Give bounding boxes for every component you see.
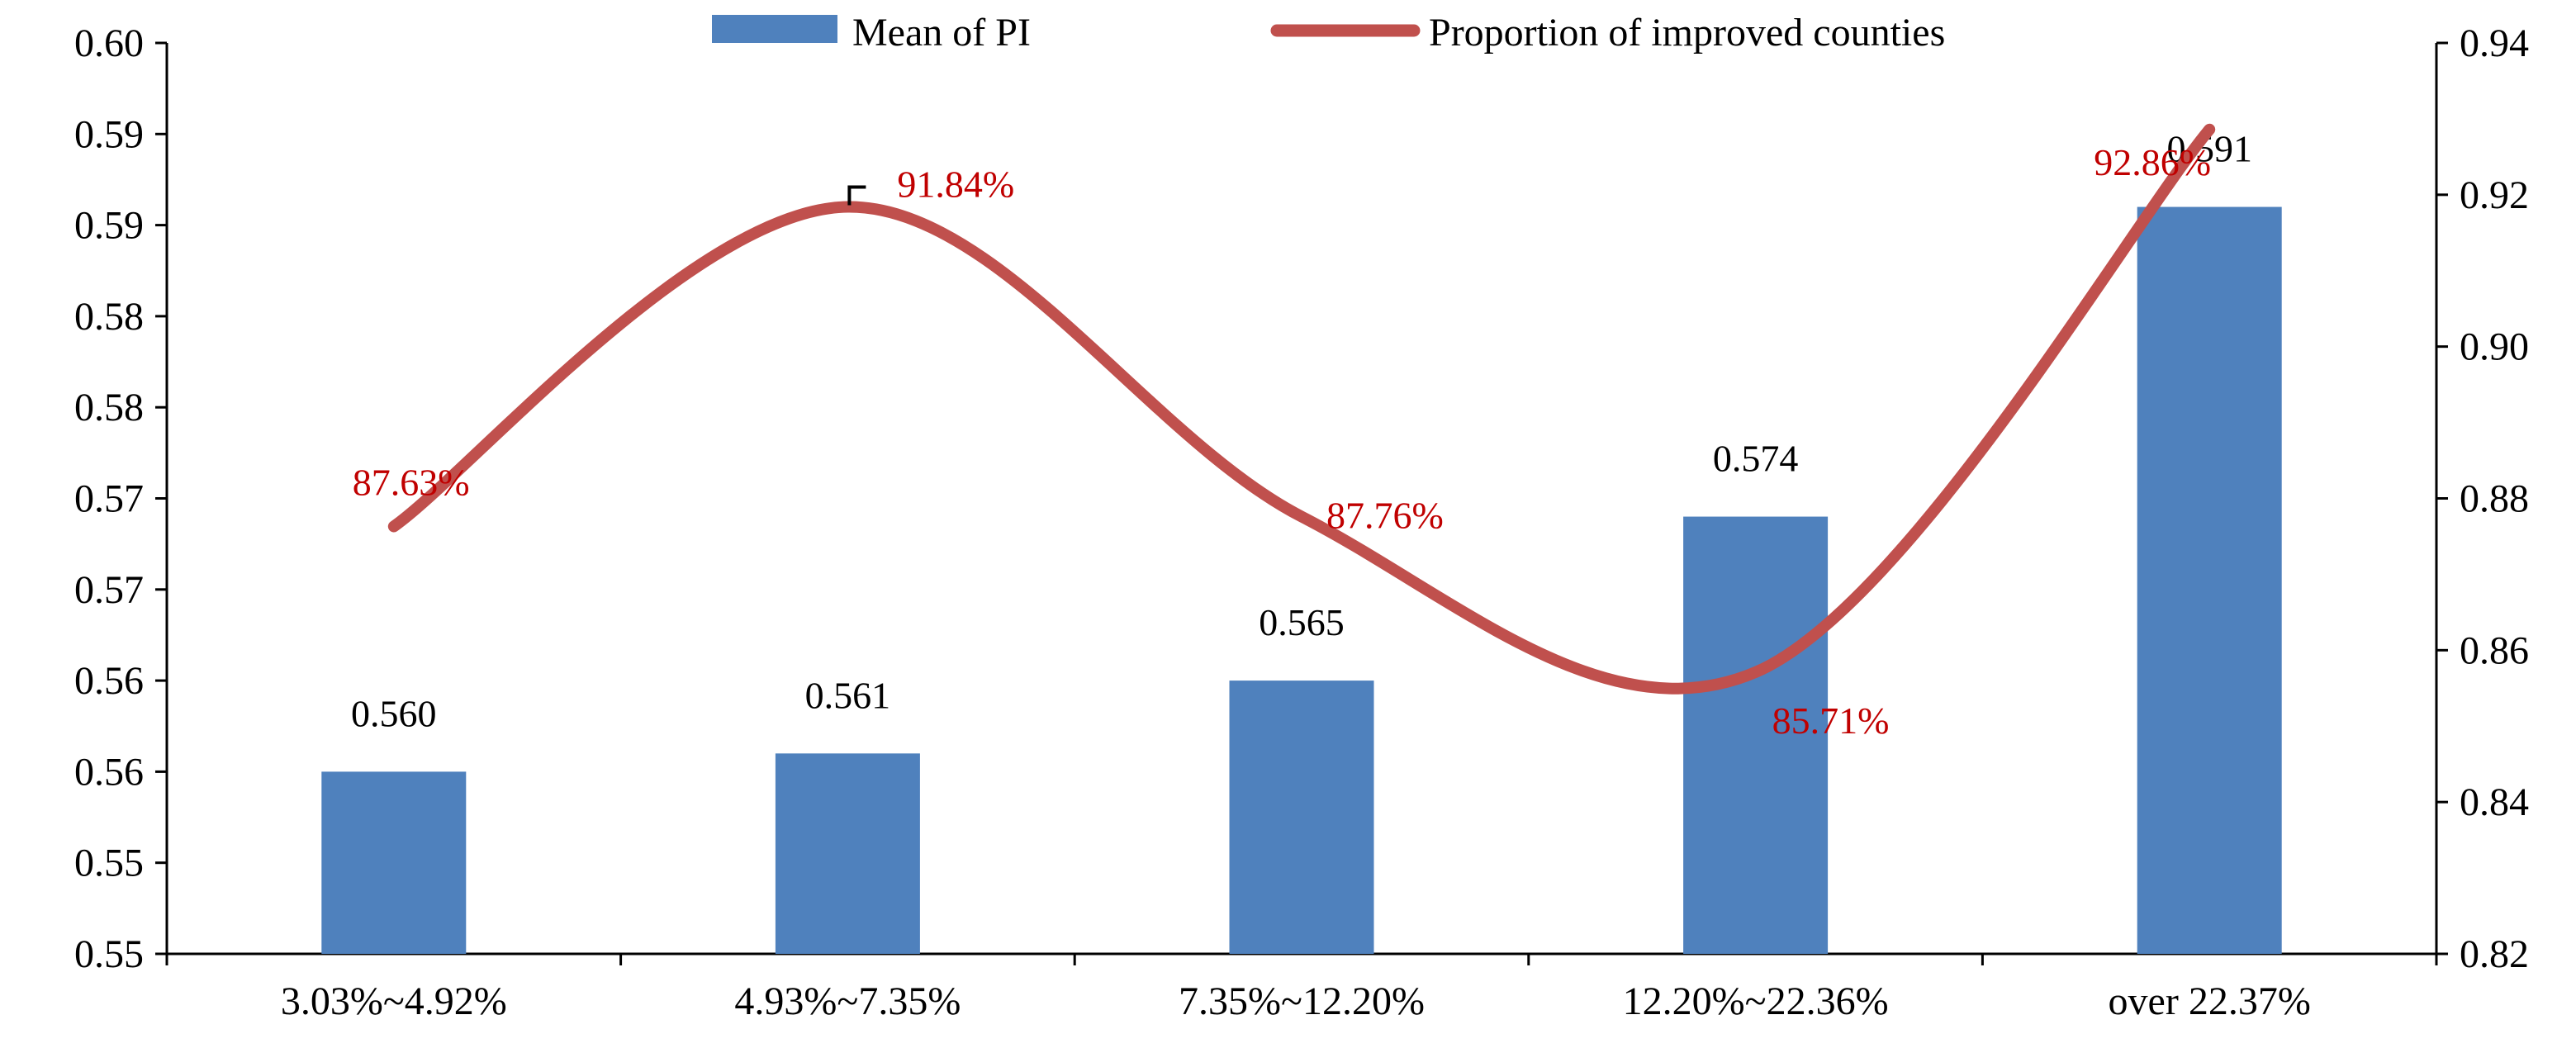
x-category-label: 3.03%~4.92% <box>281 979 507 1023</box>
line-series <box>387 123 2216 695</box>
line-value-label: 85.71% <box>1772 699 1890 742</box>
left-tick-label: 0.58 <box>74 295 144 339</box>
left-tick-label: 0.57 <box>74 477 144 521</box>
bar-value-label: 0.560 <box>351 692 437 734</box>
x-category-label: 4.93%~7.35% <box>734 979 961 1023</box>
bar <box>775 753 920 954</box>
bar-value-label: 0.565 <box>1259 601 1345 643</box>
bar-series <box>321 206 2282 955</box>
bar-value-label: 0.574 <box>1713 438 1799 480</box>
bar <box>1683 516 1829 954</box>
legend-line-label: Proportion of improved counties <box>1429 11 1945 55</box>
x-axis-ticks: 3.03%~4.92% 4.93%~7.35% 7.35%~12.20% 12.20%… <box>165 954 2438 1023</box>
legend: Mean of PI Proportion of improved counti… <box>712 11 1945 55</box>
right-tick-label: 0.88 <box>2460 477 2529 521</box>
left-tick-label: 0.57 <box>74 568 144 612</box>
right-tick-label: 0.94 <box>2460 21 2529 65</box>
left-tick-label: 0.59 <box>74 112 144 156</box>
x-category-label: 7.35%~12.20% <box>1179 979 1425 1023</box>
line-value-label: 92.86% <box>2094 141 2211 183</box>
left-tick-label: 0.56 <box>74 750 144 794</box>
bar <box>1229 680 1374 954</box>
legend-bar-swatch <box>712 15 837 43</box>
line-value-label: 91.84% <box>897 164 1014 206</box>
left-axis-ticks: 0.60 0.59 0.59 0.58 0.58 0.57 0.57 0.56 0.56 0.55… <box>74 21 167 976</box>
right-tick-label: 0.82 <box>2460 932 2529 976</box>
right-tick-label: 0.84 <box>2460 780 2529 824</box>
left-tick-label: 0.55 <box>74 932 144 976</box>
line-value-label: 87.76% <box>1326 495 1444 537</box>
line-value-labels: 87.63% 91.84% 87.76% 85.71% 92.86% <box>353 141 2211 742</box>
bar <box>2137 206 2282 955</box>
proportion-line <box>387 123 2216 695</box>
x-category-label: over 22.37% <box>2109 979 2311 1023</box>
right-tick-label: 0.92 <box>2460 173 2529 217</box>
x-category-label: 12.20%~22.36% <box>1623 979 1889 1023</box>
left-tick-label: 0.56 <box>74 659 144 703</box>
right-axis-ticks: 0.94 0.92 0.90 0.88 0.86 0.84 0.82 <box>2436 21 2529 976</box>
line-value-label: 87.63% <box>353 462 470 504</box>
right-tick-label: 0.90 <box>2460 325 2529 369</box>
left-tick-label: 0.59 <box>74 204 144 248</box>
right-tick-label: 0.86 <box>2460 628 2529 672</box>
legend-bar-label: Mean of PI <box>852 11 1031 55</box>
bar-value-label: 0.561 <box>805 674 891 716</box>
label-leader-line <box>847 185 866 206</box>
left-tick-label: 0.55 <box>74 842 144 885</box>
left-tick-label: 0.60 <box>74 21 144 65</box>
left-tick-label: 0.58 <box>74 386 144 429</box>
bar <box>321 771 467 954</box>
